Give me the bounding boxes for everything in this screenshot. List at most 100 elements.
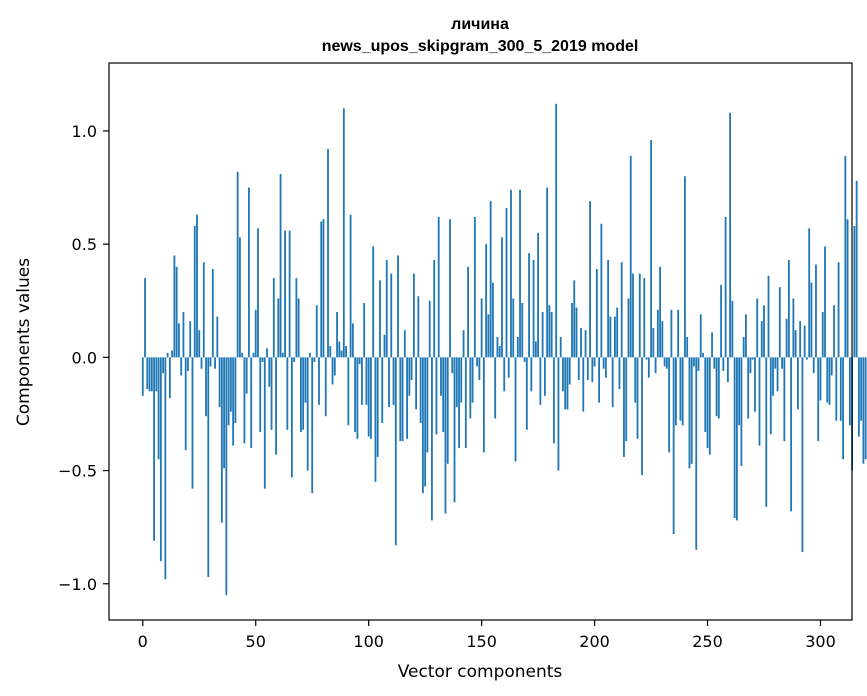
bar-227 xyxy=(654,357,657,374)
bar-109 xyxy=(388,357,390,408)
bar-291 xyxy=(799,321,802,358)
bar-309 xyxy=(839,357,842,421)
bar-114 xyxy=(399,357,402,442)
bar-202 xyxy=(598,357,601,403)
bar-47 xyxy=(248,187,250,358)
bar-46 xyxy=(245,357,248,394)
bar-304 xyxy=(828,357,831,405)
bar-108 xyxy=(385,259,388,358)
bar-236 xyxy=(675,357,677,426)
bar-277 xyxy=(767,275,770,358)
bar-261 xyxy=(731,300,734,358)
bar-75 xyxy=(311,357,314,494)
bar-150 xyxy=(480,298,483,358)
bar-124 xyxy=(421,357,424,494)
bar-148 xyxy=(476,357,479,367)
y-axis-ticks: −1.0 −0.5 0.0 0.5 1.0 xyxy=(58,122,109,594)
bar-29 xyxy=(207,357,210,577)
bar-306 xyxy=(833,305,835,358)
bar-181 xyxy=(550,312,553,358)
bar-249 xyxy=(704,357,707,433)
bar-234 xyxy=(670,309,673,358)
x-axis-label: Vector components xyxy=(398,662,563,682)
x-tick-label: 0 xyxy=(138,632,148,651)
bar-116 xyxy=(403,330,406,358)
bar-300 xyxy=(819,357,822,401)
bar-252 xyxy=(711,332,713,358)
bar-260 xyxy=(729,112,732,358)
bar-38 xyxy=(227,357,230,426)
bar-119 xyxy=(410,357,413,380)
bar-176 xyxy=(539,357,542,405)
bar-200 xyxy=(593,357,596,367)
bar-295 xyxy=(808,228,811,358)
bar-12 xyxy=(168,357,171,399)
bar-223 xyxy=(645,357,648,360)
plot-frame xyxy=(108,62,853,621)
bar-241 xyxy=(686,336,689,358)
bar-85 xyxy=(333,357,336,376)
bar-285 xyxy=(785,318,788,358)
bar-2 xyxy=(146,357,149,390)
bar-209 xyxy=(614,316,616,358)
bar-49 xyxy=(252,352,255,358)
bar-303 xyxy=(826,357,829,403)
bar-212 xyxy=(620,262,623,358)
bar-3 xyxy=(148,357,151,392)
bar-43 xyxy=(239,237,241,358)
bar-316 xyxy=(855,180,858,358)
bar-54 xyxy=(263,357,266,489)
bar-86 xyxy=(336,312,338,358)
bar-289 xyxy=(794,330,797,358)
x-tick-label: 100 xyxy=(353,632,384,651)
bar-82 xyxy=(327,149,329,358)
bar-310 xyxy=(842,357,844,460)
bar-264 xyxy=(738,357,741,426)
x-tick-label: 50 xyxy=(246,632,266,651)
bar-179 xyxy=(546,187,549,358)
bar-267 xyxy=(745,314,747,358)
bar-76 xyxy=(313,357,316,362)
bar-276 xyxy=(765,357,768,507)
bar-45 xyxy=(243,357,246,444)
bar-231 xyxy=(663,357,666,367)
bar-228 xyxy=(656,309,659,358)
bar-197 xyxy=(586,357,589,380)
bar-101 xyxy=(370,357,372,439)
bar-170 xyxy=(525,357,528,430)
bar-239 xyxy=(681,357,684,426)
bar-8 xyxy=(159,357,162,562)
bar-143 xyxy=(464,357,467,448)
bar-218 xyxy=(634,357,637,403)
bar-84 xyxy=(331,357,334,385)
bar-166 xyxy=(516,336,519,358)
bar-224 xyxy=(647,357,650,378)
bar-207 xyxy=(609,316,612,358)
bar-157 xyxy=(496,336,499,358)
bar-173 xyxy=(532,259,535,358)
bar-198 xyxy=(589,201,591,358)
bar-10 xyxy=(164,357,167,580)
chart-title-line2: news_upos_skipgram_300_5_2019 model xyxy=(322,38,639,55)
bar-126 xyxy=(426,357,429,453)
bar-56 xyxy=(268,357,271,387)
bar-91 xyxy=(347,357,350,426)
bar-270 xyxy=(751,357,754,360)
bar-216 xyxy=(629,155,632,358)
bar-97 xyxy=(361,357,363,405)
bar-315 xyxy=(853,226,856,358)
chart-title-line1: личина xyxy=(451,16,509,33)
bar-72 xyxy=(304,357,307,403)
bar-32 xyxy=(214,357,216,369)
bar-55 xyxy=(266,348,268,358)
bar-255 xyxy=(717,357,720,419)
bar-1 xyxy=(144,278,146,358)
bar-120 xyxy=(412,273,415,358)
bar-178 xyxy=(543,357,546,396)
bar-58 xyxy=(272,278,275,358)
bar-48 xyxy=(250,357,253,448)
bar-161 xyxy=(505,207,508,358)
bar-294 xyxy=(806,357,808,360)
bar-131 xyxy=(437,216,440,358)
